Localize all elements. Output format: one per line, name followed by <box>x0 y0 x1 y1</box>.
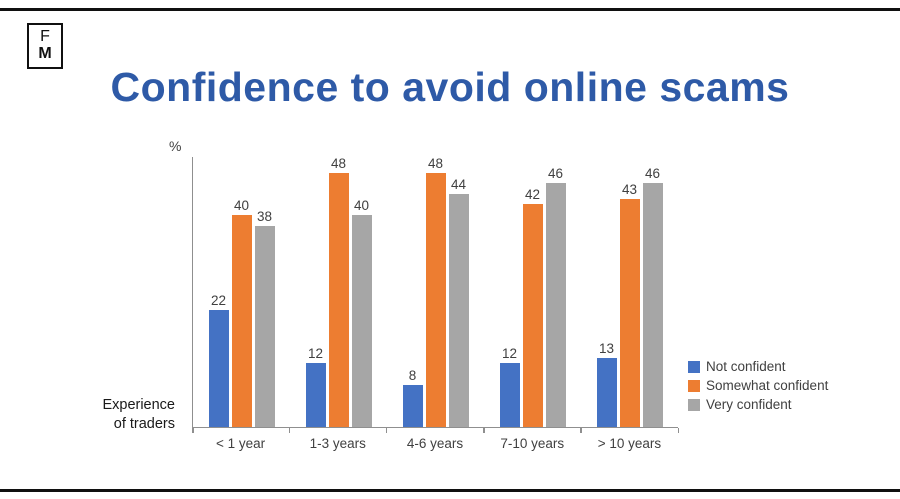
category-label: > 10 years <box>581 428 680 451</box>
bar-value-label: 46 <box>547 166 564 182</box>
bar-not-confident <box>499 363 520 427</box>
bar-stack: 43 <box>619 182 640 427</box>
bar-somewhat-confident <box>231 215 252 427</box>
legend-item: Somewhat confident <box>688 378 828 393</box>
fm-logo-letter-f: F <box>40 28 50 46</box>
bar-stack: 48 <box>425 155 446 427</box>
bar-groups: 22 40 38 12 48 40 8 48 44 12 42 46 13 43 46 <box>192 156 678 428</box>
bar-stack: 40 <box>231 198 252 427</box>
bar-somewhat-confident <box>328 172 349 427</box>
bar-group: 8 48 44 <box>387 156 484 427</box>
bar-stack: 13 <box>596 341 617 427</box>
legend-swatch-icon <box>688 379 700 392</box>
bar-value-label: 12 <box>307 346 324 362</box>
fm-logo: F M <box>27 23 63 69</box>
category-label: < 1 year <box>192 428 291 451</box>
bar-somewhat-confident <box>522 204 543 427</box>
bar-not-confident <box>208 310 229 427</box>
category-label: 1-3 years <box>289 428 388 451</box>
bar-not-confident <box>305 363 326 427</box>
bar-not-confident <box>402 384 423 427</box>
top-border <box>0 8 900 11</box>
legend-label: Somewhat confident <box>706 378 829 393</box>
bar-value-label: 13 <box>598 341 615 357</box>
legend-swatch-icon <box>688 360 700 373</box>
x-axis-label-line1: Experience <box>102 397 175 413</box>
category-label: 4-6 years <box>386 428 485 451</box>
bar-group: 12 48 40 <box>290 156 387 427</box>
legend: Not confident Somewhat confident Very conf… <box>688 359 828 412</box>
bar-stack: 8 <box>402 367 423 427</box>
bar-value-label: 38 <box>256 208 273 224</box>
bar-value-label: 48 <box>427 155 444 171</box>
bar-stack: 12 <box>499 346 520 427</box>
legend-label: Not confident <box>706 359 786 374</box>
bar-stack: 44 <box>448 176 469 427</box>
bar-very-confident <box>642 183 663 427</box>
bar-group: 13 43 46 <box>581 166 678 427</box>
category-label: 7-10 years <box>484 428 583 451</box>
bar-stack: 38 <box>254 208 275 427</box>
x-axis-label-line2: of traders <box>113 415 175 432</box>
x-axis-label: Experience of traders <box>35 396 175 434</box>
bar-somewhat-confident <box>619 199 640 427</box>
bar-very-confident <box>254 225 275 427</box>
bar-group: 12 42 46 <box>484 166 581 427</box>
legend-swatch-icon <box>688 398 700 411</box>
legend-item: Not confident <box>688 359 828 374</box>
bar-value-label: 43 <box>621 182 638 198</box>
bar-group: 22 40 38 <box>193 198 290 427</box>
bar-very-confident <box>351 215 372 427</box>
bar-stack: 12 <box>305 346 326 427</box>
bar-stack: 42 <box>522 187 543 427</box>
bar-stack: 22 <box>208 293 229 427</box>
bar-somewhat-confident <box>425 172 446 427</box>
bottom-border <box>0 489 900 492</box>
bar-very-confident <box>448 193 469 427</box>
bar-stack: 46 <box>545 166 566 427</box>
bar-not-confident <box>596 358 617 427</box>
bar-value-label: 22 <box>210 293 227 309</box>
y-axis-unit-label: % <box>169 138 182 154</box>
legend-label: Very confident <box>706 397 792 412</box>
bar-value-label: 40 <box>353 198 370 213</box>
bar-value-label: 8 <box>408 367 417 383</box>
bar-very-confident <box>545 183 566 427</box>
chart-title: Confidence to avoid online scams <box>110 64 790 110</box>
bar-value-label: 12 <box>501 346 518 362</box>
bar-value-label: 48 <box>330 155 347 171</box>
bar-value-label: 40 <box>233 198 250 213</box>
bar-value-label: 44 <box>450 176 467 192</box>
bar-stack: 40 <box>351 198 372 427</box>
category-labels: < 1 year 1-3 years 4-6 years 7-10 years > 10… <box>192 428 680 451</box>
bar-stack: 46 <box>642 166 663 427</box>
bar-stack: 48 <box>328 155 349 427</box>
fm-logo-letter-m: M <box>38 45 52 62</box>
bar-value-label: 46 <box>644 166 661 182</box>
bar-value-label: 42 <box>524 187 541 203</box>
legend-item: Very confident <box>688 397 828 412</box>
bar-chart: 22 40 38 12 48 40 8 48 44 12 42 46 13 43 46 < 1 year 1-… <box>192 156 680 451</box>
